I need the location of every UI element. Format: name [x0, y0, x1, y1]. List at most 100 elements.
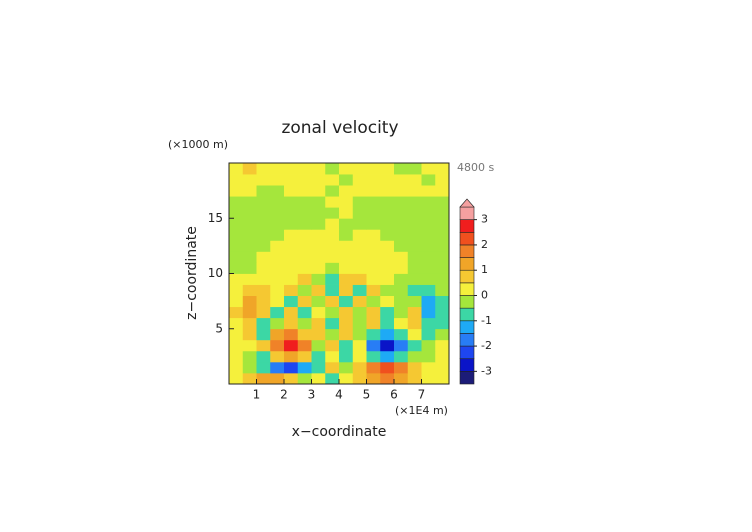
cell	[339, 361, 354, 374]
cell	[421, 196, 436, 208]
cell	[229, 207, 244, 219]
cell	[407, 229, 422, 241]
cell	[284, 295, 299, 308]
cell	[352, 328, 367, 341]
cell	[421, 262, 436, 274]
cell	[242, 218, 257, 230]
cell	[229, 372, 244, 385]
cell	[270, 196, 285, 208]
colorbar-box	[459, 307, 475, 322]
cell	[366, 317, 381, 330]
cell	[284, 284, 299, 296]
colorbar-box	[459, 282, 475, 296]
cell	[325, 350, 340, 363]
cell	[380, 328, 395, 341]
cell	[270, 295, 285, 308]
cell	[352, 240, 367, 252]
cell	[435, 185, 450, 197]
cell	[297, 328, 312, 341]
cell	[352, 196, 367, 208]
cell	[435, 196, 450, 208]
colorbar-tick-label: -1	[481, 314, 492, 327]
cell	[297, 361, 312, 374]
cell	[256, 273, 271, 285]
cell	[270, 251, 285, 263]
cell	[311, 218, 326, 230]
cell	[242, 262, 257, 274]
cell	[297, 174, 312, 186]
cell	[242, 207, 257, 219]
cell	[394, 339, 409, 352]
cell	[435, 262, 450, 274]
colorbar-box	[459, 371, 475, 385]
cell	[325, 185, 340, 197]
cell	[270, 273, 285, 285]
cell	[421, 207, 436, 219]
cell	[352, 284, 367, 296]
cell	[421, 163, 436, 175]
cell	[421, 218, 436, 230]
cell	[380, 361, 395, 374]
cell	[297, 295, 312, 308]
cell	[325, 240, 340, 252]
cell	[297, 339, 312, 352]
cell	[256, 284, 271, 296]
colorbar-tick-label: 3	[481, 213, 488, 226]
cell	[242, 350, 257, 363]
cell	[394, 174, 409, 186]
colorbar-box	[459, 295, 475, 309]
cell	[311, 361, 326, 374]
cell	[284, 372, 299, 385]
cell	[380, 207, 395, 219]
cell	[325, 196, 340, 208]
cell	[284, 306, 299, 319]
cell	[297, 185, 312, 197]
cell	[284, 251, 299, 263]
cell	[297, 273, 312, 285]
cell	[380, 350, 395, 363]
colorbar-box	[459, 219, 475, 233]
cell	[242, 295, 257, 308]
cell	[270, 262, 285, 274]
cell	[407, 339, 422, 352]
cell	[366, 196, 381, 208]
y-unit: (×1000 m)	[168, 138, 228, 151]
cell	[311, 306, 326, 319]
cell	[256, 251, 271, 263]
cell	[380, 240, 395, 252]
cell	[325, 295, 340, 308]
cell	[284, 185, 299, 197]
cell	[284, 240, 299, 252]
cell	[407, 251, 422, 263]
cell	[435, 350, 450, 363]
cell	[407, 273, 422, 285]
cell	[311, 185, 326, 197]
cell	[339, 240, 354, 252]
cell	[284, 328, 299, 341]
cell	[407, 262, 422, 274]
cell	[421, 240, 436, 252]
cell	[284, 174, 299, 186]
colorbar-box	[459, 257, 475, 271]
x-tick-label: 5	[363, 388, 371, 402]
cell	[421, 295, 436, 308]
cell	[380, 229, 395, 241]
cell	[256, 361, 271, 374]
cell	[394, 328, 409, 341]
cell	[435, 361, 450, 374]
colorbar-box	[459, 333, 475, 347]
cell	[407, 196, 422, 208]
cell	[380, 163, 395, 175]
cell	[242, 273, 257, 285]
cell	[242, 306, 257, 319]
cell	[394, 251, 409, 263]
cell	[380, 196, 395, 208]
cell	[380, 306, 395, 319]
cell	[435, 339, 450, 352]
cell	[394, 306, 409, 319]
cell	[297, 163, 312, 175]
cell	[380, 284, 395, 296]
cell	[339, 372, 354, 385]
cell	[311, 174, 326, 186]
cell	[242, 328, 257, 341]
